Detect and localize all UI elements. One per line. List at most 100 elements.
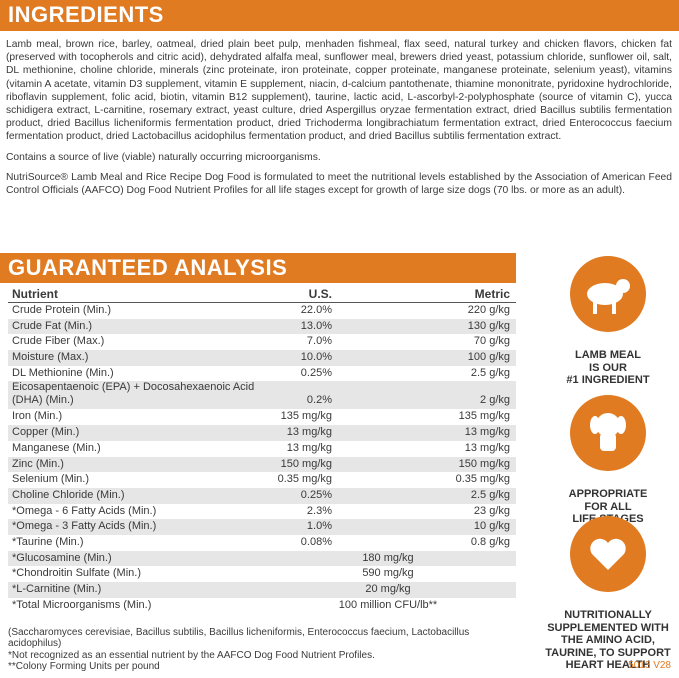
value-metric: 2.5 g/kg — [470, 488, 510, 501]
badge-label: LAMB MEAL IS OUR #1 INGREDIENT — [538, 349, 678, 387]
nutrient: Choline Chloride (Min.) — [12, 488, 125, 501]
value-us: 13.0% — [300, 319, 332, 332]
table-row: Zinc (Min.) 150 mg/kg 150 mg/kg — [8, 456, 516, 473]
nutrient: Crude Protein (Min.) — [12, 304, 112, 316]
footnotes: (Saccharomyces cerevisiae, Bacillus subt… — [8, 627, 508, 673]
table-row: *Omega - 3 Fatty Acids (Min.) 1.0% 10 g/kg — [8, 519, 516, 535]
value-us: 0.35 mg/kg — [277, 473, 332, 486]
nutrient: Selenium (Min.) — [12, 473, 90, 486]
table-row: Eicosapentaenoic (EPA) + Docosahexaenoic… — [8, 381, 516, 410]
value-metric: 23 g/kg — [473, 504, 510, 517]
value-metric: 13 mg/kg — [464, 426, 510, 439]
section-header: INGREDIENTS — [0, 0, 679, 31]
table-row: Crude Fat (Min.) 13.0% 130 g/kg — [8, 318, 516, 335]
table-row: *Taurine (Min.) 0.08% 0.8 g/kg — [8, 535, 516, 551]
nutrient: Crude Fiber (Max.) — [12, 335, 105, 348]
column-header: U.S. — [308, 287, 332, 301]
value-us: 13 mg/kg — [286, 441, 332, 454]
value-metric: 2 g/kg — [480, 394, 510, 407]
table-header: Nutrient U.S. Metric — [8, 286, 516, 303]
nutrient: *L-Carnitine (Min.) — [12, 583, 102, 595]
nutrient: Crude Fat (Min.) — [12, 319, 93, 332]
value-us: 0.08% — [300, 535, 332, 548]
value-us: 2.3% — [306, 504, 332, 517]
value-metric: 220 g/kg — [467, 304, 510, 316]
badge-line: #1 INGREDIENT — [566, 374, 650, 386]
value-us: 0.25% — [300, 488, 332, 501]
badge-line: THE AMINO ACID, — [561, 634, 655, 646]
nutrient: Copper (Min.) — [12, 426, 80, 439]
table-row: Iron (Min.) 135 mg/kg 135 mg/kg — [8, 409, 516, 425]
value: 20 mg/kg — [365, 583, 411, 595]
value-metric: 70 g/kg — [473, 335, 510, 348]
badge-line: LAMB MEAL — [575, 349, 641, 361]
nutrient: Eicosapentaenoic (EPA) + Docosahexaenoic… — [12, 381, 255, 406]
nutrient: Iron (Min.) — [12, 410, 63, 423]
puppy-icon — [570, 395, 646, 471]
table-row: *Omega - 6 Fatty Acids (Min.) 2.3% 23 g/kg — [8, 504, 516, 520]
nutrient: *Glucosamine (Min.) — [12, 551, 112, 564]
value-us: 7.0% — [306, 335, 332, 348]
badge-line: IS OUR — [589, 361, 627, 374]
heart-icon — [570, 516, 646, 592]
value-metric: 100 g/kg — [467, 351, 510, 364]
nutrient: Moisture (Max.) — [12, 351, 89, 364]
badge-line: FOR ALL — [584, 500, 632, 513]
analysis-table: Nutrient U.S. Metric Crude Protein (Min.) 22… — [8, 286, 516, 613]
value: 100 million CFU/lb** — [338, 598, 438, 611]
value-metric: 2.5 g/kg — [470, 366, 510, 379]
value-us: 0.2% — [306, 394, 332, 407]
value-metric: 130 g/kg — [467, 319, 510, 332]
value-us: 0.25% — [300, 366, 332, 379]
value: 180 mg/kg — [362, 551, 414, 564]
badge: LAMB MEAL IS OUR #1 INGREDIENT — [538, 254, 678, 387]
table-row: Moisture (Max.) 10.0% 100 g/kg — [8, 350, 516, 366]
nutrient: *Omega - 3 Fatty Acids (Min.) — [12, 520, 157, 533]
nutrient: Zinc (Min.) — [12, 457, 64, 470]
badge-label: NUTRITIONALLY SUPPLEMENTED WITH THE AMINO … — [538, 609, 678, 672]
value-metric: 0.8 g/kg — [470, 535, 510, 548]
nutrient: *Chondroitin Sulfate (Min.) — [12, 567, 142, 580]
paragraph: Lamb meal, brown rice, barley, oatmeal, … — [6, 39, 672, 143]
value-metric: 13 mg/kg — [464, 441, 510, 454]
column-header: Nutrient — [12, 287, 58, 301]
value-us: 10.0% — [300, 351, 332, 364]
table-row: Manganese (Min.) 13 mg/kg 13 mg/kg — [8, 441, 516, 457]
value-metric: 10 g/kg — [473, 520, 510, 533]
nutrient: *Taurine (Min.) — [12, 535, 84, 548]
lamb-icon — [570, 256, 646, 332]
badge-line: SUPPLEMENTED WITH — [547, 621, 669, 634]
paragraph: NutriSource® Lamb Meal and Rice Recipe D… — [6, 171, 672, 197]
badge-line: TAURINE, TO SUPPORT — [545, 646, 671, 659]
nutrient: *Total Microorganisms (Min.) — [12, 598, 152, 611]
nutrient: *Omega - 6 Fatty Acids (Min.) — [12, 504, 157, 517]
table-row: *Glucosamine (Min.) 180 mg/kg — [8, 550, 516, 567]
footnote: *Not recognized as an essential nutrient… — [8, 649, 375, 661]
table-row: Choline Chloride (Min.) 0.25% 2.5 g/kg — [8, 487, 516, 504]
badge: NUTRITIONALLY SUPPLEMENTED WITH THE AMINO … — [538, 514, 678, 672]
table-row: *L-Carnitine (Min.) 20 mg/kg — [8, 582, 516, 598]
section-header: GUARANTEED ANALYSIS — [0, 253, 516, 283]
footnote: **Colony Forming Units per pound — [8, 661, 160, 673]
value-metric: 0.35 mg/kg — [455, 473, 510, 486]
value-us: 135 mg/kg — [280, 410, 332, 423]
value-us: 1.0% — [306, 520, 332, 533]
product-code: 5013 V28 — [628, 660, 671, 671]
table-row: Copper (Min.) 13 mg/kg 13 mg/kg — [8, 425, 516, 441]
value-metric: 150 mg/kg — [458, 457, 510, 470]
paragraph: Contains a source of live (viable) natur… — [6, 151, 321, 163]
table-row: DL Methionine (Min.) 0.25% 2.5 g/kg — [8, 366, 516, 382]
table-row: *Chondroitin Sulfate (Min.) 590 mg/kg — [8, 566, 516, 582]
badge-line: HEART HEALTH — [565, 659, 651, 671]
table-row: Crude Fiber (Max.) 7.0% 70 g/kg — [8, 334, 516, 350]
table-row: Selenium (Min.) 0.35 mg/kg 0.35 mg/kg — [8, 472, 516, 488]
ingredients-text: Lamb meal, brown rice, barley, oatmeal, … — [6, 38, 672, 204]
column-header: Metric — [474, 287, 510, 301]
value-metric: 135 mg/kg — [458, 410, 510, 423]
footnote: (Saccharomyces cerevisiae, Bacillus subt… — [8, 627, 470, 650]
value-us: 150 mg/kg — [280, 457, 332, 470]
badge-line: APPROPRIATE — [568, 488, 648, 500]
value-us: 22.0% — [300, 304, 332, 316]
